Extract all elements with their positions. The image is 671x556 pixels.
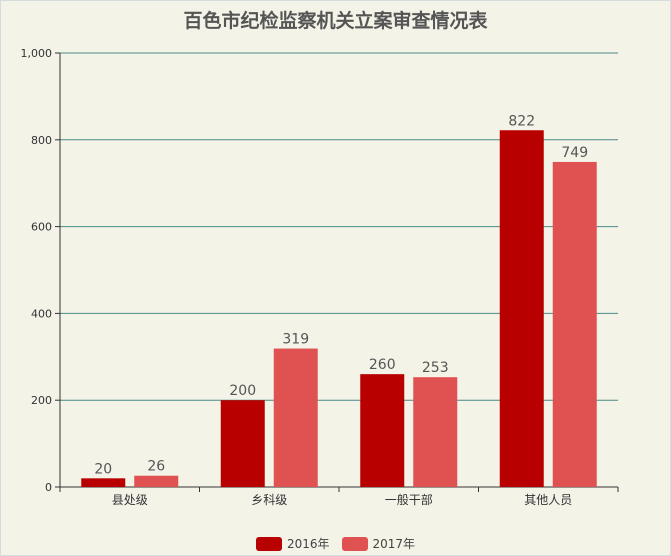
legend-swatch-2017 xyxy=(341,536,368,551)
bar-2016年-乡科级 xyxy=(220,400,265,487)
data-label: 319 xyxy=(282,332,309,348)
bar-2017年-县处级 xyxy=(134,475,179,487)
data-label: 749 xyxy=(561,145,588,161)
y-tick-label: 600 xyxy=(31,221,52,234)
x-tick-label: 其他人员 xyxy=(524,493,572,507)
x-tick-label: 乡科级 xyxy=(251,493,287,507)
chart-title: 百色市纪检监察机关立案审查情况表 xyxy=(183,10,488,32)
y-tick-label: 800 xyxy=(31,134,52,147)
legend-swatch-2016 xyxy=(255,536,282,551)
legend: 2016年 2017年 xyxy=(0,535,671,552)
legend-label-2017: 2017年 xyxy=(372,537,416,551)
bar-2016年-其他人员 xyxy=(499,130,544,487)
y-tick-label: 1,000 xyxy=(21,47,53,60)
bar-2017年-乡科级 xyxy=(273,348,318,487)
y-tick-label: 0 xyxy=(45,481,52,494)
x-tick-label: 一般干部 xyxy=(385,492,433,507)
data-label: 260 xyxy=(369,357,396,373)
legend-item-2017[interactable]: 2017年 xyxy=(341,535,416,552)
data-label: 26 xyxy=(147,459,165,475)
bar-2017年-其他人员 xyxy=(552,161,597,487)
bar-2016年-县处级 xyxy=(81,478,126,487)
y-tick-label: 200 xyxy=(31,394,52,407)
bar-2017年-一般干部 xyxy=(413,377,458,487)
data-label: 20 xyxy=(94,461,112,477)
data-label: 253 xyxy=(422,360,449,376)
x-tick-label: 县处级 xyxy=(112,493,148,507)
data-label: 200 xyxy=(229,383,256,399)
data-label: 822 xyxy=(508,113,535,129)
legend-item-2016[interactable]: 2016年 xyxy=(255,535,330,552)
y-tick-label: 400 xyxy=(31,307,52,320)
bar-2016年-一般干部 xyxy=(360,374,405,487)
legend-label-2016: 2016年 xyxy=(286,537,330,551)
bar-chart: 0 200 400 600 800 1,000 县处级 20 26 乡科级 200 319 一般干部 26… xyxy=(21,47,619,507)
